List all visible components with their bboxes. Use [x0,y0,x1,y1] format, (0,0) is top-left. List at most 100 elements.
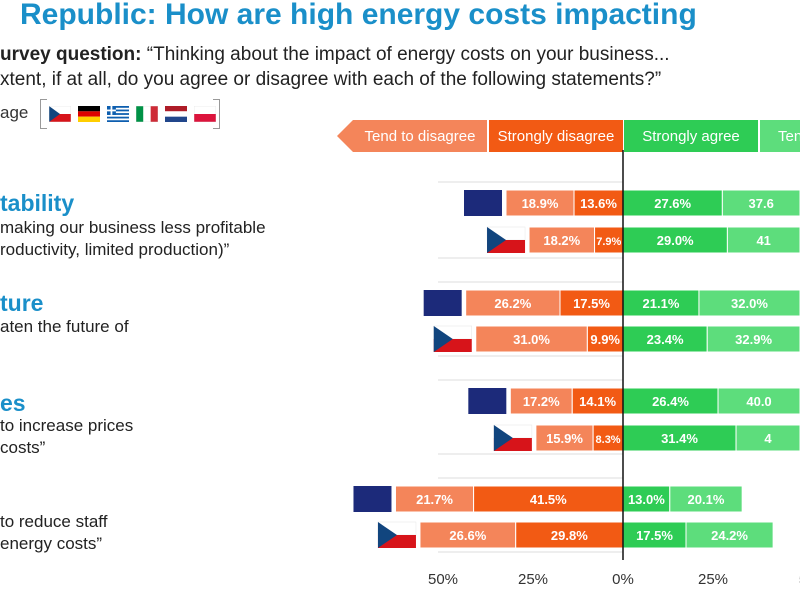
bar-tend-to-disagree [535,424,594,452]
czech-flag-icon [49,106,71,122]
data-label: 17.5% [636,528,673,543]
legend-swatch [353,120,487,152]
bar-strongly-agree [622,325,708,353]
data-label: 37.6 [749,196,774,211]
dutch-flag-icon [165,106,187,122]
average-marker [423,290,462,316]
legend-arrow-left [337,120,353,152]
data-label: 21.1% [643,296,680,311]
x-tick-label: 25% [698,571,728,588]
bar-tend-to-disagree [475,325,588,353]
bar-strongly-agree [622,226,728,254]
bar-tend-to-disagree [465,289,561,317]
data-label: 9.9% [590,332,620,347]
x-tick-label: 50% [428,571,458,588]
data-label: 13.6% [580,196,617,211]
bar-tend-to-agree [685,521,774,549]
czech-flag-icon [493,424,533,451]
statement-1-title: tability [0,190,75,216]
data-label: 26.6% [449,528,486,543]
polish-flag-icon [194,106,216,122]
bar-strongly-agree [622,485,671,513]
data-label: 26.2% [494,296,531,311]
data-label: 15.9% [546,431,583,446]
data-label: 17.5% [573,296,610,311]
average-flags-bracket [40,99,220,129]
data-label: 41.5% [530,492,567,507]
bar-strongly-disagree [573,189,624,217]
legend-label: Strongly disagree [498,128,615,145]
survey-question-line-2: xtent, if at all, do you agree or disagr… [0,69,662,90]
data-label: 17.2% [523,394,560,409]
statement-4-text-2: energy costs” [0,534,103,553]
data-label: 8.3% [596,434,621,446]
data-label: 32.9% [735,332,772,347]
bar-tend-to-disagree [505,189,575,217]
data-label: 4 [764,431,772,446]
bar-strongly-disagree [594,226,624,254]
average-marker [464,190,502,216]
data-label: 29.8% [551,528,588,543]
czech-flag-icon [433,325,473,352]
data-label: 7.9% [596,236,621,248]
statement-3-title: es [0,390,26,416]
statement-3-text-1: to increase prices [0,416,134,435]
data-label: 29.0% [657,233,694,248]
data-label: 41 [756,233,770,248]
bar-tend-to-agree [669,485,743,513]
data-label: 32.0% [731,296,768,311]
legend-swatch [489,120,623,152]
average-marker [353,486,392,512]
statement-2-title: ture [0,290,44,316]
data-label: 27.6% [654,196,691,211]
x-tick-label: 5 [799,571,800,588]
statement-1-text-1: making our business less profitable [0,218,266,237]
data-label: 20.1% [688,492,725,507]
bar-tend-to-agree [726,226,800,254]
bar-tend-to-disagree [528,226,596,254]
bar-tend-to-agree [698,289,800,317]
bar-strongly-disagree [586,325,624,353]
italian-flag-icon [136,106,158,122]
legend-label: Ten [778,128,800,145]
data-label: 40.0 [746,394,771,409]
x-tick-label: 0% [612,571,634,588]
statement-4-text-1: to reduce staff [0,512,108,531]
legend-label: Tend to disagree [365,128,476,145]
data-label: 21.7% [416,492,453,507]
legend-label: Strongly agree [642,128,740,145]
bar-strongly-agree [622,521,687,549]
bar-tend-to-disagree [419,521,517,549]
data-label: 26.4% [652,394,689,409]
survey-question-text-1: “Thinking about the impact of energy cos… [141,44,670,65]
greek-flag-icon [107,106,129,122]
chart-title: Republic: How are high energy costs impa… [20,0,697,31]
bar-tend-to-agree [721,189,800,217]
x-tick-label: 25% [518,571,548,588]
average-marker [468,388,507,414]
bar-tend-to-disagree [509,387,573,415]
data-label: 18.2% [543,233,580,248]
average-label: age [0,103,29,122]
data-label: 31.0% [513,332,550,347]
data-label: 24.2% [711,528,748,543]
bar-strongly-agree [622,189,723,217]
data-label: 31.4% [661,431,698,446]
bar-strongly-agree [622,387,719,415]
data-label: 23.4% [647,332,684,347]
legend-swatch [760,120,800,152]
survey-question-line-1: urvey question: “Thinking about the impa… [0,43,670,67]
bar-tend-to-agree [706,325,800,353]
statement-3-text-2: costs” [0,438,46,457]
data-label: 13.0% [628,492,665,507]
statement-2-text-1: aten the future of [0,317,129,336]
legend-swatch [624,120,758,152]
bar-strongly-disagree [515,521,624,549]
data-label: 14.1% [579,394,616,409]
survey-question-prefix: urvey question: [0,44,142,65]
czech-flag-icon [486,226,526,253]
german-flag-icon [78,106,100,122]
czech-flag-icon [377,521,417,548]
data-label: 18.9% [522,196,559,211]
